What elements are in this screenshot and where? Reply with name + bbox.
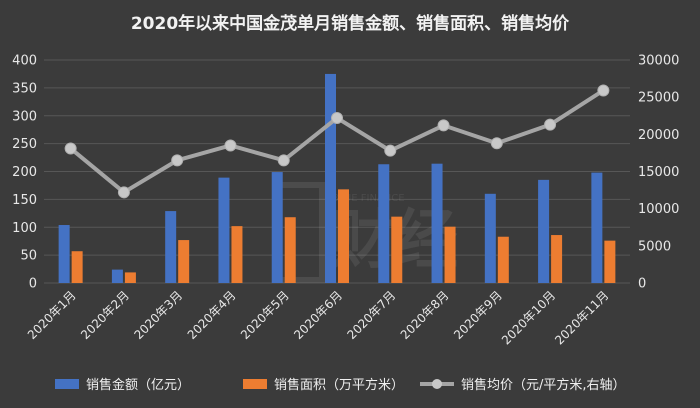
y-left-tick-label: 100	[12, 221, 37, 236]
chart-title: 2020年以来中国金茂单月销售金额、销售面积、销售均价	[131, 13, 570, 34]
y-left-tick-label: 150	[12, 193, 37, 208]
bar-sales-area	[231, 226, 243, 283]
bar-sales-amount	[484, 193, 496, 283]
line-point	[171, 154, 184, 167]
x-tick-label: 2020年1月	[25, 288, 79, 342]
right-axis-ticks: 0 5000 10000 15000 20000 25000 30000	[638, 54, 679, 292]
bars	[58, 73, 616, 283]
legend-line-marker	[432, 379, 442, 389]
x-tick-label: 2020年2月	[78, 288, 132, 342]
bar-sales-amount	[58, 225, 70, 283]
x-tick-label: 2020年9月	[451, 288, 505, 342]
y-left-tick-label: 250	[12, 137, 37, 152]
x-tick-label: 2020年4月	[185, 288, 239, 342]
y-left-tick-label: 200	[12, 165, 37, 180]
x-tick-label: 2020年8月	[398, 288, 452, 342]
line-point	[490, 137, 503, 150]
y-left-tick-label: 400	[12, 54, 37, 69]
price-line	[64, 84, 610, 199]
y-right-tick-label: 30000	[638, 54, 679, 69]
line-point	[331, 111, 343, 124]
x-tick-label: 2020年6月	[291, 288, 345, 342]
y-left-tick-label: 300	[12, 109, 37, 124]
line-point	[544, 118, 557, 131]
bar-sales-area	[604, 240, 616, 283]
y-left-tick-label: 0	[29, 277, 37, 292]
y-right-tick-label: 5000	[638, 239, 671, 254]
bar-sales-area	[497, 236, 509, 283]
bar-sales-area	[444, 226, 456, 283]
x-tick-label: 2020年10月	[499, 288, 558, 347]
x-tick-label: 2020年7月	[345, 288, 399, 342]
bar-sales-amount	[218, 177, 230, 283]
y-left-tick-label: 350	[12, 81, 37, 96]
bar-sales-amount	[591, 172, 603, 283]
bar-sales-area	[551, 235, 563, 283]
line-point	[437, 119, 450, 132]
bar-sales-area	[124, 272, 136, 283]
legend-swatch	[55, 379, 79, 389]
line-point	[224, 139, 237, 152]
legend-label: 销售面积（万平方米）	[274, 377, 404, 393]
line-point	[597, 84, 610, 97]
line-point	[64, 142, 77, 155]
bar-sales-amount	[325, 73, 336, 283]
bar-sales-amount	[165, 211, 177, 283]
bar-sales-area	[178, 240, 190, 283]
bar-sales-amount	[111, 269, 123, 283]
y-left-tick-label: 50	[20, 249, 37, 264]
line-point	[384, 144, 397, 157]
bar-sales-area	[71, 251, 83, 283]
x-tick-label: 2020年3月	[131, 288, 185, 342]
legend: 销售金额（亿元） 销售面积（万平方米） 销售均价（元/平方米,右轴）	[55, 377, 626, 393]
y-right-tick-label: 10000	[638, 202, 679, 217]
line-point	[117, 186, 130, 199]
x-axis-ticks: 2020年1月 2020年2月 2020年3月 2020年4月 2020年5月 2020年…	[25, 288, 612, 347]
bar-sales-amount	[431, 163, 443, 283]
legend-label: 销售金额（亿元）	[86, 377, 190, 393]
line-point	[277, 154, 290, 167]
bar-sales-area	[391, 216, 403, 283]
left-axis-ticks: 0 50 100 150 200 250 300 350 400	[12, 54, 37, 292]
bar-sales-area	[284, 217, 296, 283]
y-right-tick-label: 25000	[638, 91, 679, 106]
legend-swatch	[243, 379, 267, 389]
gridlines	[44, 59, 630, 284]
legend-label: 销售均价（元/平方米,右轴）	[461, 377, 626, 393]
bar-sales-amount	[271, 172, 283, 283]
x-tick-label: 2020年5月	[238, 288, 292, 342]
x-tick-label: 2020年11月	[552, 288, 611, 347]
line-series-path	[69, 88, 605, 195]
bar-sales-area	[338, 189, 349, 283]
watermark-sub-text: BLUE FINANCE	[332, 193, 405, 204]
y-right-tick-label: 0	[638, 277, 646, 292]
bar-sales-amount	[538, 179, 550, 283]
y-right-tick-label: 15000	[638, 165, 679, 180]
bar-sales-amount	[378, 164, 390, 283]
y-right-tick-label: 20000	[638, 128, 679, 143]
